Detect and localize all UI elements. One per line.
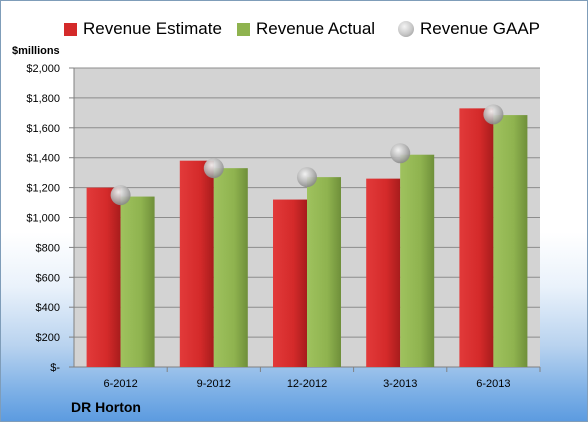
legend-swatch-actual [237,22,250,36]
y-tick-label: $1,600 [26,123,60,135]
bar-actual [120,196,155,367]
y-tick-label: $1,000 [26,213,60,225]
legend-label-gaap: Revenue GAAP [420,19,541,38]
point-gaap [483,104,504,125]
point-gaap [203,158,224,179]
y-tick-label: $200 [36,332,60,344]
bar-actual [493,115,528,367]
bar-actual [400,154,435,367]
x-tick-label: 6-2012 [103,378,137,390]
x-tick-label: 12-2012 [287,378,327,390]
legend-label-estimate: Revenue Estimate [83,19,222,38]
y-tick-label: $1,800 [26,93,60,105]
y-tick-label: $400 [36,302,60,314]
y-tick-label: $2,000 [26,63,60,75]
legend-label-actual: Revenue Actual [256,19,376,38]
x-tick-label: 6-2013 [476,378,510,390]
y-tick-label: $600 [36,272,60,284]
bar-estimate [179,160,214,367]
bar-estimate [273,199,307,367]
legend-item-gaap: Revenue GAAP [398,17,540,41]
y-tick-label: $800 [36,242,60,254]
bar-estimate [459,108,494,368]
bar-estimate [86,187,121,367]
x-tick-label: 9-2012 [197,378,231,390]
company-label: DR Horton [71,399,141,415]
bar-actual [307,177,341,367]
bar-estimate [366,178,401,367]
y-tick-label: $1,200 [26,183,60,195]
legend-item-actual: Revenue Actual [237,17,375,41]
unit-label: $millions [12,45,60,57]
y-tick-label: $- [50,362,60,374]
point-gaap [390,143,411,164]
x-tick-label: 3-2013 [383,378,417,390]
point-gaap [110,185,131,206]
legend-swatch-estimate [64,22,77,36]
bar-actual [213,168,248,367]
legend-item-estimate: Revenue Estimate [64,17,222,41]
y-tick-label: $1,400 [26,153,60,165]
legend-marker-gaap [398,21,414,37]
point-gaap [297,167,317,188]
legend: Revenue Estimate Revenue Actual Revenue … [1,17,587,41]
